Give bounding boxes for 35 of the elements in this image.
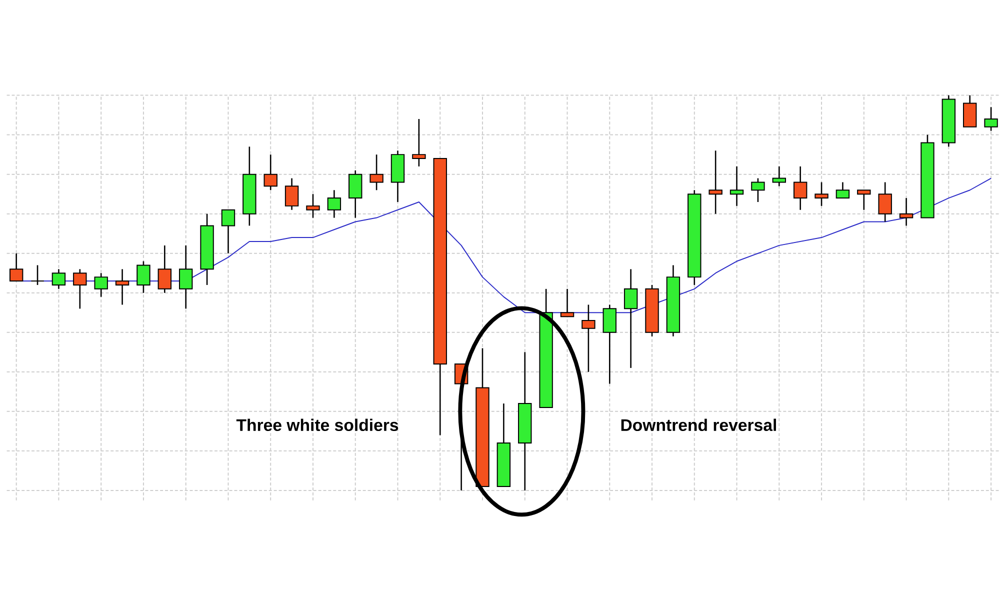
annotation: Three white soldiers xyxy=(236,418,398,432)
candlestick xyxy=(306,194,320,219)
candlestick xyxy=(582,304,596,373)
candlestick xyxy=(624,268,638,369)
candlestick xyxy=(708,150,722,215)
candlestick xyxy=(73,268,87,310)
candlestick xyxy=(878,182,892,223)
candlestick xyxy=(284,178,299,211)
candlestick xyxy=(327,190,342,219)
candlestick xyxy=(814,182,828,207)
candlestick xyxy=(772,166,786,188)
candlestick xyxy=(899,198,914,227)
candlestick xyxy=(793,166,808,211)
candlestick xyxy=(730,166,744,207)
candlestick xyxy=(348,170,362,219)
candlestick xyxy=(857,190,871,211)
candlestick xyxy=(370,154,384,191)
candlestick xyxy=(264,154,278,191)
candlestick xyxy=(836,182,850,199)
candlestick xyxy=(412,118,426,168)
candlestick xyxy=(136,260,150,294)
candlestick xyxy=(751,178,765,203)
candlestick xyxy=(984,106,998,132)
candlestick xyxy=(9,252,24,282)
candlestick xyxy=(158,244,172,294)
candlestick xyxy=(963,94,977,128)
candlestick xyxy=(52,268,66,290)
candlestick xyxy=(115,268,130,306)
candlestick xyxy=(94,272,108,298)
candlestick xyxy=(221,209,236,254)
annotation: Downtrend reversal xyxy=(621,418,776,432)
candlestick xyxy=(30,264,44,286)
candlestick xyxy=(602,304,616,385)
candlestick xyxy=(178,244,193,310)
candlestick xyxy=(560,288,574,318)
